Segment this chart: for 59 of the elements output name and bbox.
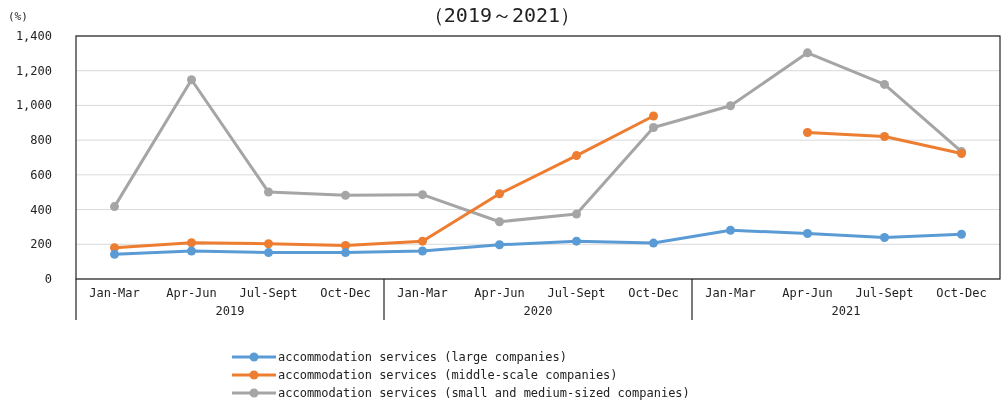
x-tick-label: Apr-Jun [782, 286, 833, 300]
point [264, 248, 273, 258]
point [572, 209, 581, 219]
x-tick-label: Jul-Sept [547, 286, 606, 300]
x-tick-label: Oct-Dec [628, 286, 679, 300]
legend-label: accommodation services (middle-scale companies) [278, 368, 618, 382]
point [726, 225, 735, 235]
chart-title: （2019～2021） [423, 3, 581, 27]
point [572, 151, 581, 161]
y-tick-label: 800 [30, 133, 52, 148]
text: 2019 [215, 304, 245, 318]
y-tick-label: 1,200 [15, 63, 52, 78]
y-tick-label: 1,000 [15, 98, 52, 113]
point [880, 79, 889, 89]
point [649, 111, 658, 121]
point [110, 202, 119, 212]
point [880, 233, 889, 243]
point [418, 236, 427, 246]
point [803, 48, 812, 58]
point [187, 238, 196, 248]
legend-label: accommodation services (large companies) [278, 350, 567, 364]
point [264, 187, 273, 197]
x-tick-label: Jan-Mar [89, 286, 140, 300]
x-tick-label: Oct-Dec [936, 286, 987, 300]
point [418, 190, 427, 200]
text: 2021 [831, 304, 861, 318]
y-axis-title: (%) [8, 10, 28, 23]
y-tick-label: 600 [30, 167, 52, 182]
point [803, 229, 812, 239]
point [187, 75, 196, 85]
point [495, 240, 504, 250]
point [187, 246, 196, 256]
x-tick-label: Jul-Sept [239, 286, 298, 300]
point [418, 246, 427, 256]
y-tick-label: 1,400 [15, 29, 52, 43]
x-tick-label: Jan-Mar [397, 286, 448, 300]
point [572, 236, 581, 246]
point [880, 132, 889, 141]
point [726, 101, 735, 111]
point [264, 239, 273, 249]
point [649, 122, 658, 132]
point [649, 238, 658, 248]
x-tick-label: Jan-Mar [705, 286, 756, 300]
point [495, 217, 504, 227]
point [495, 189, 504, 199]
point [341, 190, 350, 200]
point [803, 128, 812, 138]
x-tick-label: Apr-Jun [166, 286, 217, 300]
legend-label: accommodation services (small and medium-sized companies) [278, 386, 690, 400]
x-tick-label: Jul-Sept [855, 286, 914, 300]
point [341, 248, 350, 258]
point [957, 229, 966, 239]
text: 2020 [523, 304, 553, 318]
point [110, 249, 119, 259]
y-tick-label: 400 [30, 202, 52, 217]
y-tick-label: 0 [44, 272, 52, 286]
y-tick-label: 200 [30, 237, 52, 252]
x-tick-label: Oct-Dec [320, 286, 371, 300]
x-tick-label: Apr-Jun [474, 286, 525, 300]
